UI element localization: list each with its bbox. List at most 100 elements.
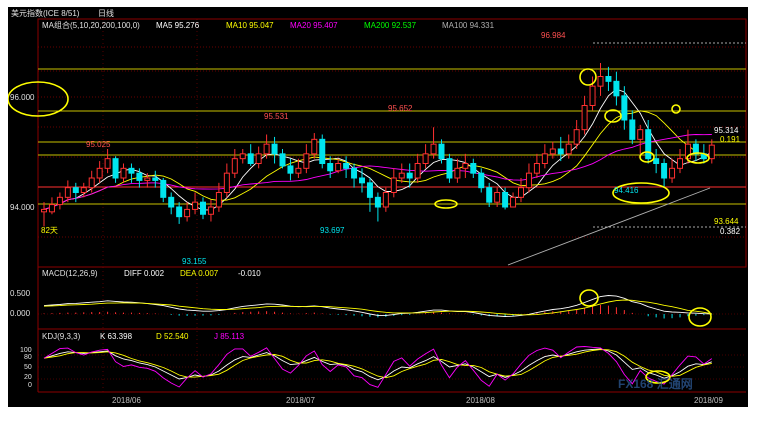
candle-body-63 [541, 153, 548, 164]
candle-64 [549, 141, 556, 159]
candle-37 [335, 158, 342, 174]
macd-legend-item-1: DEA 0.007 [180, 269, 219, 278]
trough-price-label: 93.697 [320, 226, 345, 235]
kdj-tick-20: 20 [24, 374, 32, 381]
candle-body-20 [200, 201, 206, 215]
candle-3 [64, 180, 71, 203]
x-tick-2018-07: 2018/07 [286, 396, 315, 405]
candle-6 [88, 170, 95, 193]
candle-20 [200, 197, 206, 220]
left-bottom-label: 82天 [41, 226, 58, 235]
candle-39 [351, 163, 358, 188]
candle-body-52 [454, 167, 461, 179]
candle-17 [176, 202, 183, 224]
candle-70 [597, 62, 604, 96]
ma5-line [43, 88, 713, 211]
candle-66 [565, 134, 572, 159]
highlight-circle-1 [579, 68, 597, 86]
candle-body-0 [41, 208, 47, 213]
candle-body-15 [160, 179, 167, 198]
candle-15 [160, 178, 167, 203]
highlight-circle-5 [686, 152, 710, 164]
candle-body-78 [661, 163, 668, 179]
candle-body-80 [677, 158, 683, 169]
candle-body-43 [382, 192, 389, 208]
candle-4 [72, 182, 79, 203]
candle-52 [454, 158, 461, 183]
candle-body-51 [446, 158, 453, 179]
ma-combo-label[interactable]: MA组合(5,10,20,200,100,0) [42, 20, 140, 30]
peak2-price-label: 95.531 [264, 112, 289, 121]
candle-10 [120, 163, 127, 183]
kdj-j-line [43, 346, 713, 388]
ma-legend-item-2: MA20 95.407 [290, 21, 338, 30]
candle-body-14 [152, 177, 159, 181]
right-top-price: 95.314 [714, 126, 739, 135]
candle-body-29 [271, 143, 278, 155]
candle-21 [207, 199, 214, 222]
stock-chart[interactable]: 美元指数(ICE 8/51) 日线 MA组合(5,10,20,200,100,0… [8, 7, 748, 407]
candle-body-40 [359, 177, 365, 184]
candle-69 [589, 76, 596, 111]
candle-body-36 [327, 163, 334, 172]
candle-47 [414, 153, 421, 183]
kdj-label[interactable]: KDJ(9,3,3) [42, 332, 81, 341]
candle-57 [494, 187, 501, 207]
candle-41 [366, 178, 373, 212]
candle-71 [605, 66, 612, 91]
x-tick-2018-08: 2018/08 [466, 396, 495, 405]
candle-body-47 [414, 163, 421, 179]
candle-40 [359, 168, 365, 193]
ma-legend-item-1: MA10 95.047 [226, 21, 274, 30]
candle-44 [390, 168, 397, 198]
kdj-k-line [43, 348, 712, 381]
chart-canvas[interactable]: 美元指数(ICE 8/51) 日线 MA组合(5,10,20,200,100,0… [8, 7, 748, 407]
candle-81 [684, 129, 691, 164]
candle-56 [486, 182, 493, 207]
candle-80 [677, 149, 683, 174]
highlight-circle-2 [604, 109, 622, 123]
candle-body-54 [470, 163, 477, 174]
candle-body-69 [589, 85, 596, 106]
candle-84 [708, 139, 715, 164]
macd-label[interactable]: MACD(12,26,9) [42, 269, 98, 278]
highlight-circle-8 [579, 289, 599, 307]
candle-body-21 [207, 206, 214, 215]
candle-body-71 [605, 76, 612, 82]
candle-body-70 [597, 76, 604, 87]
candle-body-7 [96, 167, 103, 179]
macd-tick-0.5: 0.500 [10, 289, 31, 298]
period-label[interactable]: 日线 [98, 8, 114, 18]
highlight-circle-0 [8, 81, 69, 117]
macd-legend-item-0: DIFF 0.002 [124, 269, 165, 278]
candle-29 [271, 136, 278, 164]
candle-28 [263, 134, 270, 159]
candle-body-11 [128, 167, 135, 174]
candle-body-72 [613, 80, 620, 97]
candle-body-4 [72, 187, 79, 194]
candle-body-44 [390, 177, 397, 193]
candle-1 [48, 197, 55, 215]
candle-body-13 [144, 177, 151, 181]
price-tick-96: 96.000 [10, 93, 35, 102]
candle-body-48 [422, 153, 429, 164]
candle-26 [247, 144, 254, 166]
candle-22 [215, 182, 222, 212]
candle-body-64 [549, 148, 556, 155]
candle-48 [422, 144, 429, 169]
candle-body-10 [120, 167, 127, 179]
candle-42 [374, 192, 381, 222]
candle-60 [518, 178, 524, 203]
candle-53 [462, 153, 469, 178]
candle-body-18 [184, 208, 191, 218]
ma100-line [507, 187, 711, 266]
candle-74 [629, 110, 636, 145]
candle-38 [343, 156, 350, 178]
macd-panel [38, 295, 746, 319]
price-gridlines [38, 19, 746, 392]
macd-legend-item-2: -0.010 [238, 269, 261, 278]
candle-body-8 [104, 158, 111, 169]
ma-legend-item-0: MA5 95.276 [156, 21, 200, 30]
candle-59 [510, 192, 517, 208]
candle-body-22 [215, 192, 222, 208]
